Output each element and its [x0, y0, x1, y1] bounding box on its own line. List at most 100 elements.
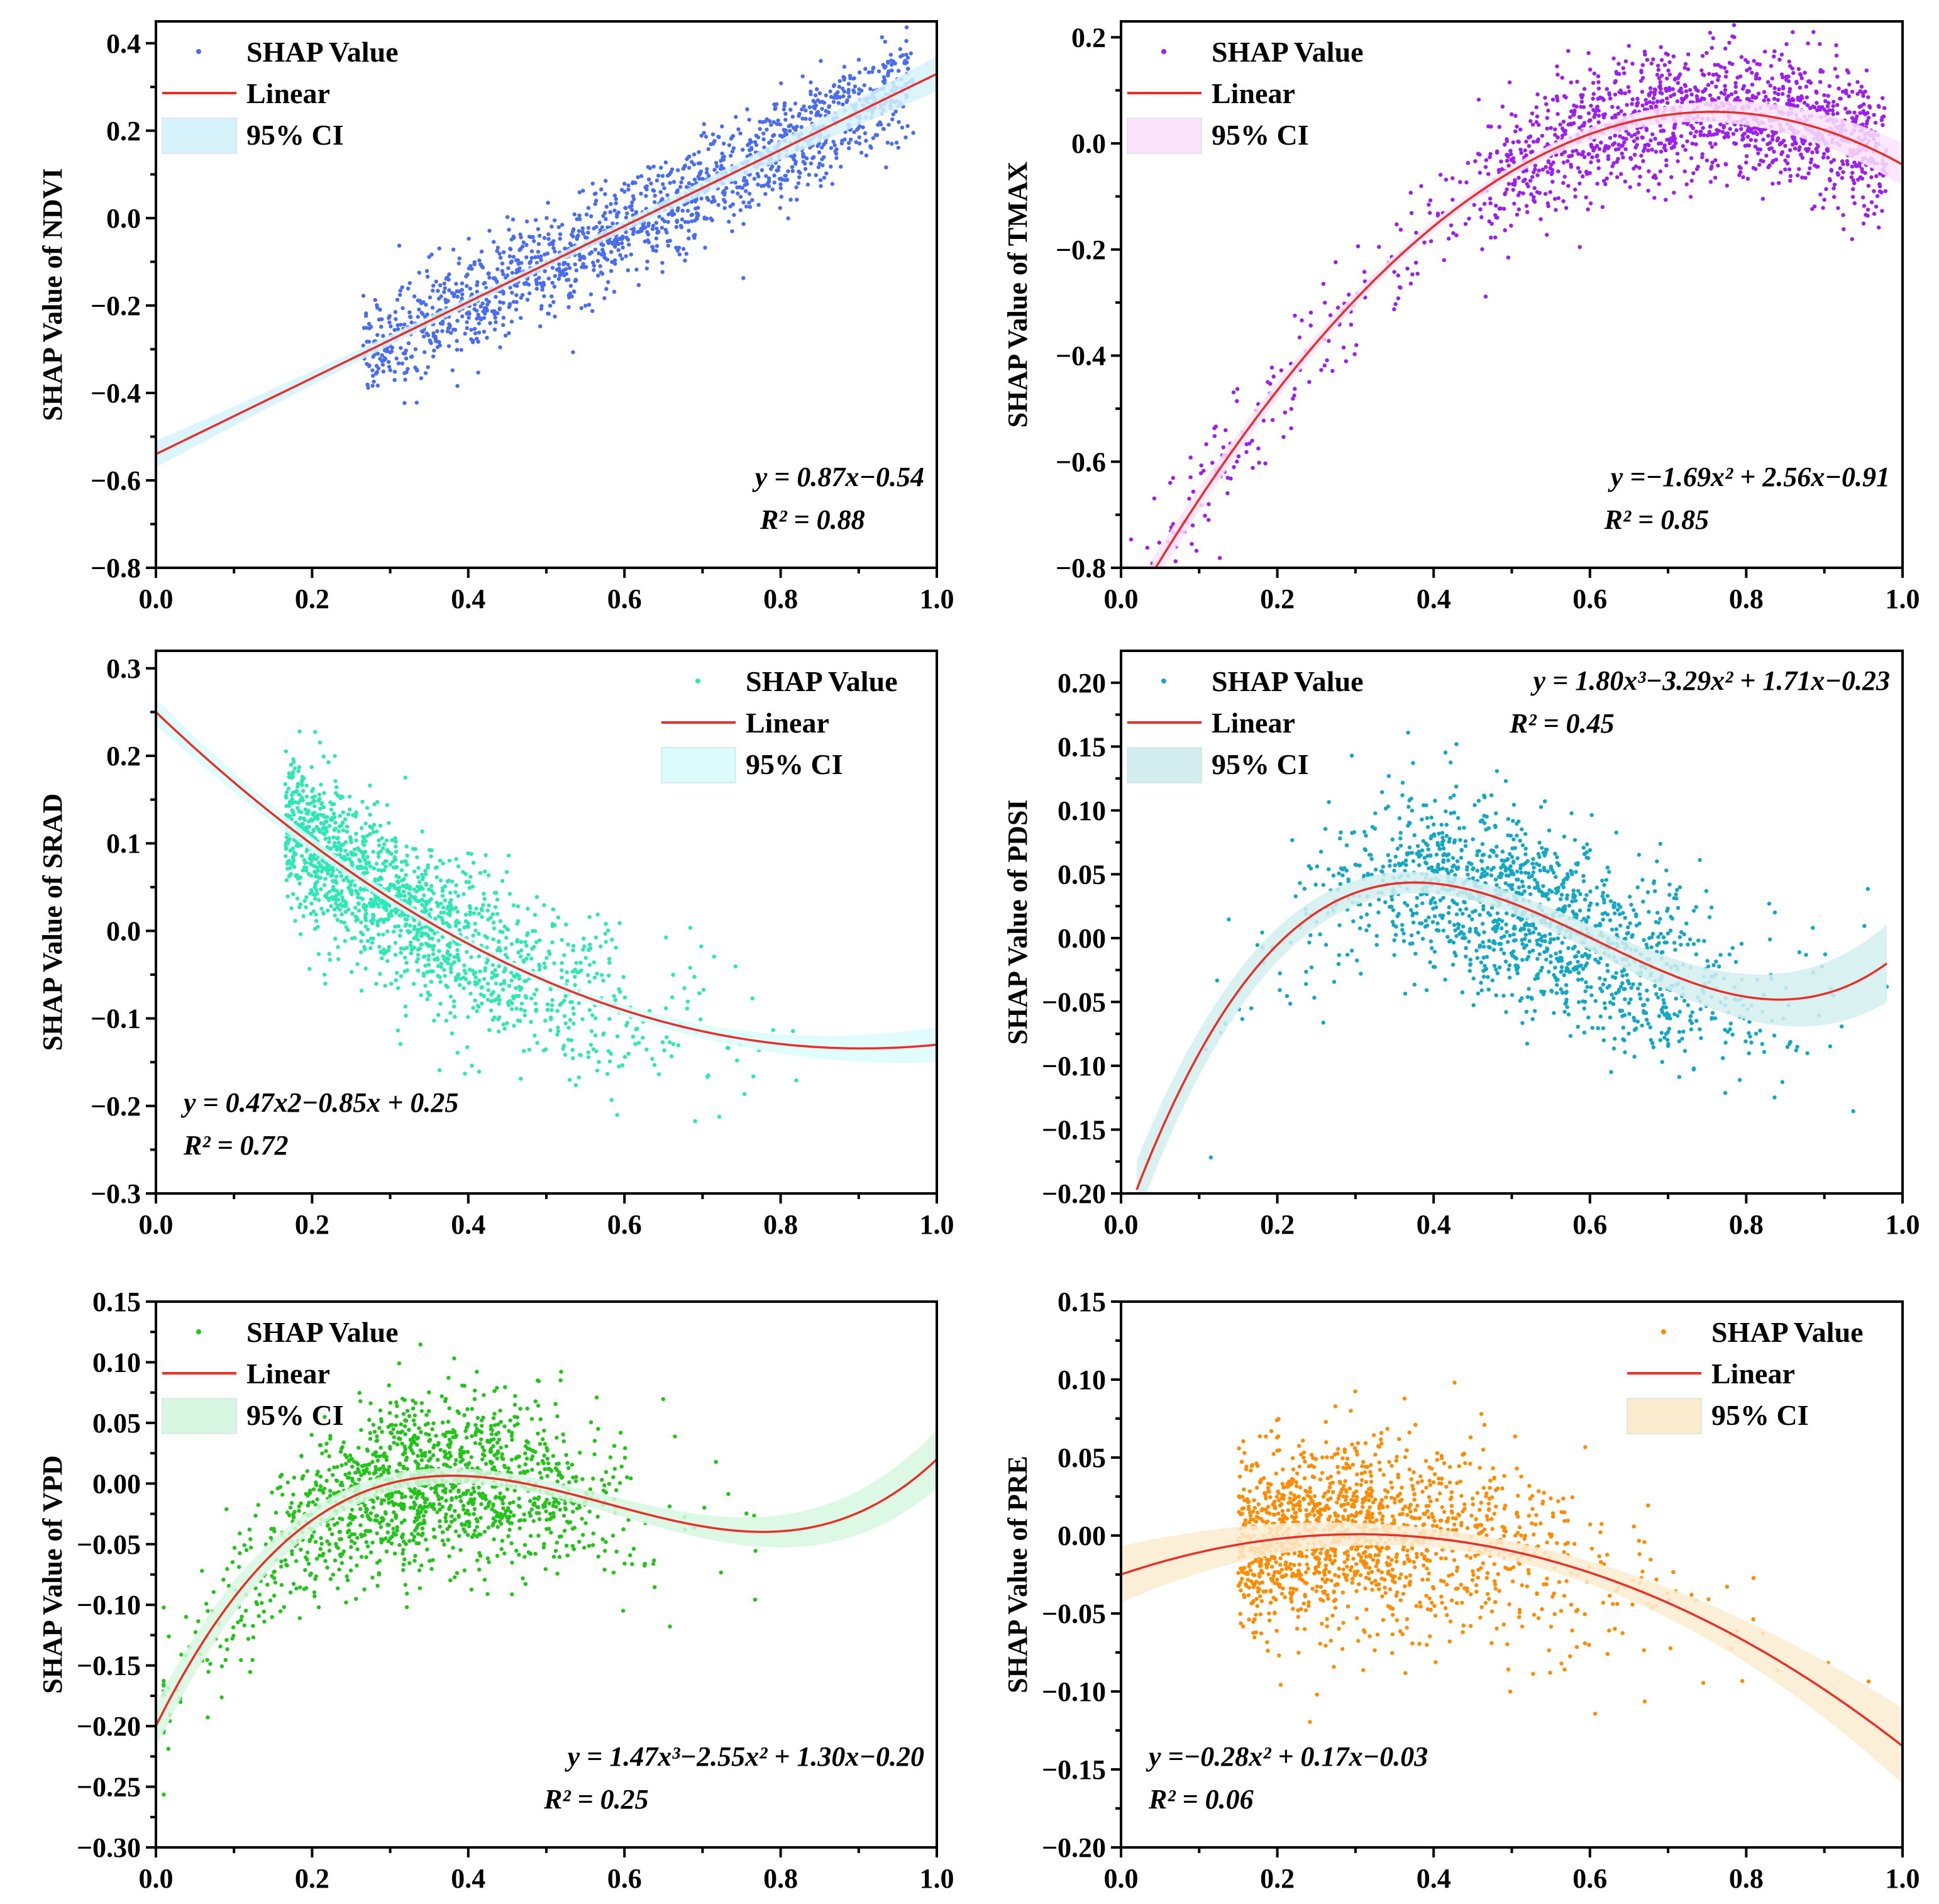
- scatter-point: [334, 848, 339, 852]
- scatter-point: [847, 94, 851, 99]
- scatter-point: [1562, 834, 1567, 839]
- scatter-point: [1808, 160, 1813, 165]
- scatter-point: [758, 126, 762, 131]
- scatter-point: [398, 1042, 403, 1046]
- scatter-point: [444, 1019, 449, 1023]
- scatter-point: [287, 874, 292, 878]
- scatter-point: [775, 122, 780, 126]
- scatter-point: [1362, 270, 1367, 274]
- scatter-point: [1730, 34, 1735, 38]
- scatter-point: [322, 814, 326, 819]
- scatter-point: [702, 131, 706, 135]
- scatter-point: [1533, 167, 1537, 172]
- scatter-point: [1701, 126, 1705, 130]
- scatter-point: [876, 69, 881, 74]
- scatter-point: [1256, 446, 1261, 451]
- scatter-point: [861, 125, 865, 130]
- scatter-point: [1555, 64, 1559, 69]
- scatter-point: [504, 870, 509, 874]
- scatter-point: [516, 919, 521, 924]
- scatter-points-srad: [283, 729, 808, 1124]
- scatter-point: [1568, 115, 1572, 119]
- scatter-point: [334, 785, 339, 790]
- scatter-point: [1554, 208, 1558, 213]
- scatter-point: [1728, 126, 1732, 131]
- scatter-point: [421, 329, 425, 334]
- scatter-point: [460, 292, 465, 297]
- scatter-point: [1511, 160, 1516, 164]
- scatter-point: [1688, 87, 1693, 92]
- x-tick-label: 0.8: [1729, 584, 1764, 614]
- scatter-point: [607, 1059, 612, 1064]
- scatter-point: [332, 815, 337, 819]
- scatter-point: [747, 141, 752, 146]
- scatter-point: [720, 152, 724, 156]
- scatter-point: [1666, 69, 1671, 73]
- scatter-point: [1410, 272, 1415, 277]
- scatter-point: [1650, 132, 1655, 136]
- scatter-point: [660, 1040, 665, 1044]
- scatter-point: [327, 836, 331, 841]
- scatter-point: [1566, 184, 1571, 188]
- scatter-point: [1648, 86, 1653, 91]
- scatter-point: [1493, 235, 1498, 240]
- scatter-point: [578, 254, 582, 258]
- scatter-point: [455, 384, 460, 389]
- scatter-point: [573, 1083, 578, 1087]
- scatter-point: [370, 941, 375, 945]
- scatter-point: [563, 1053, 568, 1057]
- scatter-point: [1653, 136, 1657, 141]
- scatter-point: [363, 966, 368, 971]
- scatter-point: [1292, 393, 1296, 398]
- scatter-point: [1771, 137, 1775, 142]
- scatter-point: [380, 901, 384, 905]
- scatter-point: [894, 140, 899, 145]
- scatter-point: [599, 242, 604, 246]
- scatter-point: [492, 998, 497, 1003]
- scatter-point: [710, 141, 715, 146]
- scatter-point: [577, 1075, 581, 1080]
- scatter-point: [1745, 68, 1749, 73]
- scatter-point: [592, 268, 596, 272]
- scatter-point: [666, 219, 670, 224]
- scatter-point: [1840, 175, 1845, 180]
- scatter-point: [827, 104, 832, 108]
- scatter-point: [1803, 70, 1807, 75]
- scatter-point: [356, 902, 361, 906]
- scatter-point: [403, 924, 407, 928]
- scatter-point: [626, 187, 631, 192]
- scatter-point: [338, 902, 343, 907]
- scatter-point: [1581, 966, 1586, 971]
- scatter-point: [439, 961, 443, 966]
- scatter-point: [341, 828, 346, 833]
- legend-label: 95% CI: [746, 748, 843, 780]
- scatter-point: [443, 973, 447, 978]
- scatter-point: [1392, 270, 1396, 274]
- scatter-point: [552, 961, 556, 966]
- scatter-point: [1725, 97, 1729, 102]
- scatter-point: [445, 329, 450, 333]
- scatter-point: [581, 948, 585, 952]
- scatter-point: [301, 914, 306, 919]
- scatter-point: [327, 951, 331, 956]
- scatter-point: [1621, 136, 1625, 140]
- scatter-point: [1323, 301, 1327, 305]
- scatter-point: [387, 314, 392, 318]
- scatter-point: [378, 917, 383, 922]
- scatter-point: [566, 293, 571, 297]
- scatter-point: [1268, 382, 1273, 386]
- scatter-point: [716, 202, 721, 208]
- scatter-point: [660, 226, 665, 230]
- scatter-point: [519, 1007, 523, 1012]
- legend-label: SHAP Value: [246, 36, 399, 68]
- scatter-point: [685, 999, 690, 1004]
- scatter-point: [795, 125, 799, 129]
- scatter-point: [1666, 52, 1670, 57]
- scatter-point: [309, 901, 314, 906]
- scatter-point: [1742, 84, 1747, 89]
- scatter-point: [686, 220, 690, 224]
- scatter-point: [831, 99, 836, 104]
- scatter-point: [596, 274, 600, 278]
- scatter-point: [1493, 213, 1498, 218]
- scatter-point: [731, 189, 735, 194]
